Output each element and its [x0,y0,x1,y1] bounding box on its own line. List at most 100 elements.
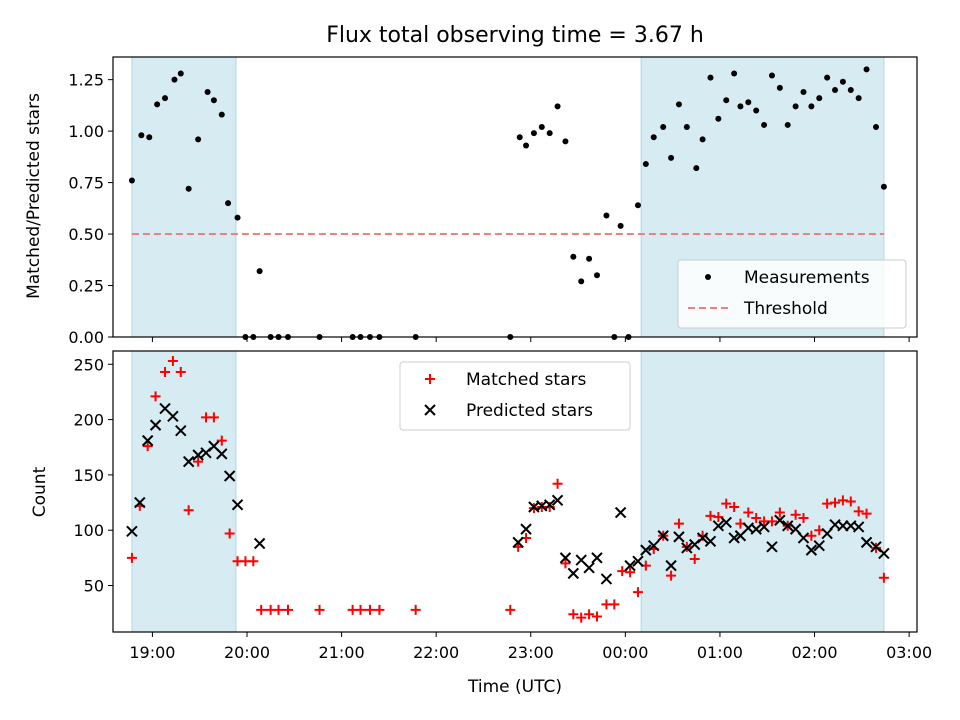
predicted-stars-point [632,555,644,567]
measurements-point [776,84,783,91]
x-tick-label: 02:00 [791,643,837,662]
predicted-stars-point [852,521,865,533]
predicted-stars-point [624,559,636,572]
measurements-point [808,103,815,110]
matched-stars-point [183,505,194,516]
y-tick-label-count: 250 [73,355,104,374]
y-tick-label-ratio: 0.00 [68,328,104,347]
matched-stars-point [689,553,700,564]
measurements-point [218,111,225,118]
measurements-point [578,278,585,285]
chart-title: Flux total observing time = 3.67 h [326,23,704,48]
measurements-point [723,97,730,104]
predicted-stars-point [583,562,595,574]
measurements-point [234,214,241,221]
measurements-point [523,142,530,149]
matched-stars-point [878,572,889,583]
measurements-point [162,95,169,102]
measurements-point [204,89,211,95]
matched-stars-point [790,509,801,520]
predicted-stars-point [231,499,244,511]
measurements-point [128,177,135,184]
axes-frame-ratio [112,56,918,338]
measurements-point [516,134,523,141]
measurements-point [824,74,831,81]
matched-stars-point [256,604,267,615]
predicted-stars-point [878,547,890,560]
matched-stars-point [713,511,724,522]
measurements-point [675,101,682,108]
legend-label: Measurements [744,268,870,288]
matched-stars-point [766,516,777,527]
predicted-stars-point [614,506,627,519]
legend-ratio: Measurements Threshold [677,259,907,329]
predicted-stars-point [774,514,786,526]
x-tick-label: 23:00 [508,643,554,662]
measurements-point [707,74,714,81]
measurements-point [593,272,600,279]
matched-stars-point [208,412,219,423]
predicted-stars-point [182,455,195,468]
matched-stars-point [861,508,872,519]
x-tick-label: 01:00 [697,643,743,662]
legend-label: Matched stars [466,370,586,390]
legend-label: Predicted stars [466,401,593,421]
matched-stars-point [552,478,563,489]
measurements-point [832,86,839,93]
predicted-stars-point [782,520,794,532]
matched-stars-point [160,367,171,378]
matched-stars-point [216,435,227,446]
matched-stars-point [314,604,325,615]
y-axis-label-ratio: Matched/Predicted stars [24,93,44,299]
matched-stars-point [751,513,762,524]
predicted-stars-point [192,449,204,461]
matched-stars-point [666,570,677,581]
predicted-stars-point [766,541,778,553]
predicted-stars-point [543,499,556,511]
x-tick-label: 03:00 [886,643,932,662]
y-tick-label-count: 150 [73,466,104,485]
matched-stars-point [576,612,587,623]
matched-stars-point [853,506,864,517]
measurements-point [586,255,593,262]
y-tick-label-ratio: 0.75 [68,174,104,193]
matched-stars-point [142,441,153,452]
matched-stars-point [830,497,841,508]
measurements-point [816,95,823,102]
measurements-point [855,95,862,102]
measurements-point [880,183,887,190]
matched-stars-point [806,530,817,541]
measurements-point [570,253,577,260]
matched-stars-point [560,558,571,569]
predicted-stars-point [728,532,740,544]
predicted-stars-point [789,523,802,535]
matched-stars-point [126,552,137,563]
measurements-point [650,134,657,141]
count-panel: 50 100 150 200 250 19:00 20:00 21:00 22:00 23:00 0… [73,350,932,662]
predicted-stars-point [704,535,717,547]
matched-stars-point [568,609,579,620]
measurements-point [138,132,145,139]
measurements-point [800,89,807,95]
measurements-point [737,103,744,110]
measurements-point [699,136,706,143]
predicted-stars-point [665,559,677,572]
predicted-stars-point [750,523,762,535]
matched-stars-point [721,498,732,509]
predicted-stars-point [657,530,669,542]
measurements-point [715,115,722,122]
predicted-stars-point [141,434,154,447]
matched-stars-point [282,604,293,615]
measurements-point [634,202,641,209]
matched-stars-point [625,567,636,578]
predicted-stars-point [640,544,652,556]
matched-stars-point [374,604,385,615]
legend-marker-measurements [705,274,711,280]
predicted-stars-point [216,448,228,460]
predicted-stars-point [681,542,693,554]
predicted-stars-point [512,536,524,549]
predicted-stars-point [520,523,532,535]
predicted-stars-point [673,531,685,543]
matched-stars-point [822,498,833,509]
measurements-point [731,70,738,77]
